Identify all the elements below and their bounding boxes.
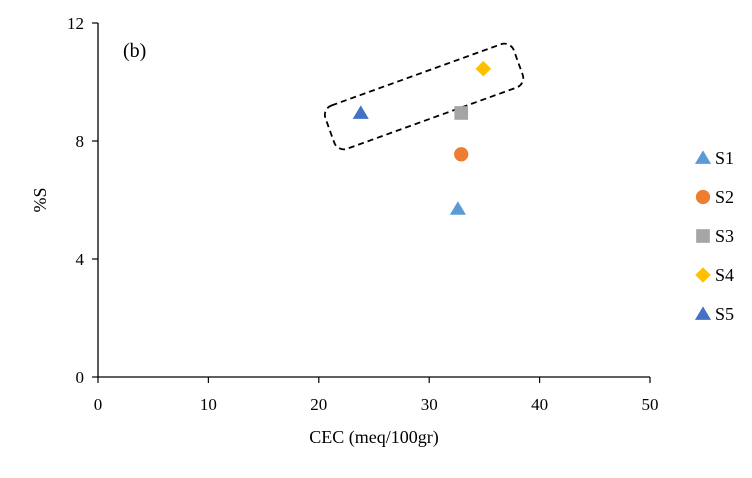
annotation-layer bbox=[323, 42, 525, 151]
legend-marker-s1 bbox=[694, 150, 712, 164]
legend-marker-s3 bbox=[696, 229, 710, 243]
x-tick-label: 40 bbox=[531, 395, 548, 414]
legend-marker-s2 bbox=[695, 189, 711, 205]
x-tick-label: 50 bbox=[642, 395, 659, 414]
y-tick-label: 12 bbox=[67, 14, 84, 33]
data-point-s2 bbox=[454, 147, 469, 162]
data-point-s5 bbox=[352, 105, 369, 119]
legend-marker-s5 bbox=[694, 306, 712, 320]
y-tick-label: 0 bbox=[76, 368, 85, 387]
x-tick-label: 0 bbox=[94, 395, 103, 414]
data-point-s1 bbox=[449, 201, 466, 215]
x-tick-label: 10 bbox=[200, 395, 217, 414]
y-axis-title: %S bbox=[30, 187, 50, 212]
legend-label: S4 bbox=[715, 265, 734, 285]
axes: 0 10 20 30 40 50 0 4 8 12 bbox=[67, 14, 659, 414]
legend-item-s4: S4 bbox=[695, 265, 734, 285]
legend-label: S1 bbox=[715, 148, 734, 168]
legend-label: S2 bbox=[715, 187, 734, 207]
y-tick-label: 8 bbox=[76, 132, 85, 151]
data-point-s4 bbox=[475, 60, 492, 77]
x-tick-label: 20 bbox=[310, 395, 327, 414]
legend-label: S3 bbox=[715, 226, 734, 246]
x-tick-label: 30 bbox=[421, 395, 438, 414]
data-points bbox=[352, 60, 492, 215]
legend-item-s1: S1 bbox=[694, 148, 734, 168]
legend-item-s3: S3 bbox=[696, 226, 734, 246]
dashed-annotation-box bbox=[323, 42, 525, 151]
legend-label: S5 bbox=[715, 304, 734, 324]
panel-label: (b) bbox=[123, 40, 146, 62]
legend-item-s2: S2 bbox=[695, 187, 734, 207]
data-point-s3 bbox=[454, 106, 469, 120]
legend-item-s5: S5 bbox=[694, 304, 734, 324]
legend: S1 S2 S3 S4 S5 bbox=[694, 148, 734, 324]
legend-marker-s4 bbox=[695, 267, 711, 283]
x-axis-title: CEC (meq/100gr) bbox=[309, 427, 438, 448]
y-tick-label: 4 bbox=[76, 250, 85, 269]
